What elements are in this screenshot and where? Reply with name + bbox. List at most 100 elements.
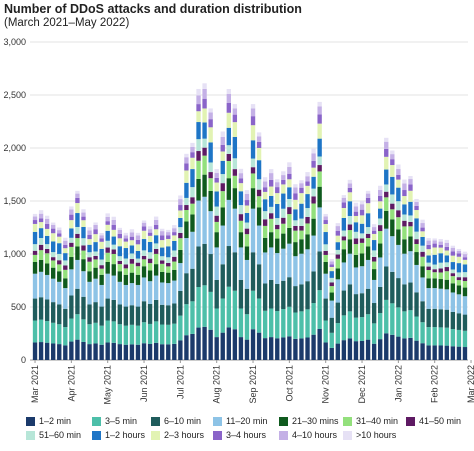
- bar-segment: [172, 269, 177, 281]
- bar-segment: [335, 223, 340, 227]
- bar-segment: [299, 183, 304, 188]
- bar-segment: [311, 271, 316, 304]
- bar-segment: [450, 329, 456, 347]
- bar-segment: [329, 259, 334, 262]
- bar-segment: [178, 227, 183, 233]
- bar-segment: [244, 190, 250, 194]
- bar-segment: [269, 308, 274, 338]
- bar-segment: [329, 300, 334, 318]
- bar-segment: [432, 327, 437, 346]
- bar-segment: [281, 171, 286, 176]
- bar-segment: [341, 236, 347, 241]
- bar-segment: [75, 339, 80, 360]
- bar-segment: [462, 330, 468, 348]
- bar-segment: [341, 290, 347, 316]
- bar-segment: [87, 344, 92, 360]
- bar-segment: [462, 287, 468, 297]
- bar-segment: [208, 162, 213, 173]
- chart-legend: 1–2 min 3–5 min 6–10 min 11–20 min 21–30 min…: [26, 416, 466, 440]
- bar-segment: [432, 264, 437, 270]
- bar-segment: [38, 259, 44, 272]
- bar-segment: [456, 272, 462, 278]
- bar-segment: [329, 261, 334, 265]
- bar-segment: [396, 164, 401, 170]
- bar-segment: [105, 224, 110, 231]
- bar-segment: [365, 246, 371, 260]
- bar-segment: [202, 98, 207, 109]
- bar-segment: [444, 279, 449, 290]
- bar-segment: [281, 179, 286, 185]
- bar-segment: [329, 332, 334, 348]
- bar-segment: [202, 138, 207, 148]
- bar-segment: [311, 148, 316, 154]
- bar-segment: [371, 303, 377, 324]
- x-tick-label: Mar 2022: [466, 365, 474, 403]
- bar-segment: [299, 311, 304, 339]
- bar-segment: [147, 241, 153, 253]
- bar-segment: [57, 243, 62, 254]
- bar-segment: [226, 153, 231, 161]
- bar-segment: [275, 193, 280, 204]
- bar-segment: [135, 274, 141, 285]
- bar-segment: [371, 230, 377, 234]
- bar-segment: [123, 268, 129, 275]
- bar-segment: [444, 289, 449, 310]
- bar-segment: [178, 249, 183, 264]
- bar-segment: [69, 246, 74, 258]
- bar-segment: [87, 230, 92, 236]
- bar-segment: [105, 230, 110, 241]
- bar-segment: [281, 217, 286, 224]
- bar-segment: [359, 215, 365, 224]
- bar-segment: [232, 104, 238, 109]
- bar-segment: [402, 284, 407, 312]
- bar-segment: [117, 256, 122, 261]
- bar-segment: [196, 95, 201, 105]
- bar-segment: [396, 307, 401, 337]
- bar-segment: [287, 214, 292, 228]
- bar-segment: [87, 271, 92, 282]
- bar-segment: [69, 214, 74, 221]
- bar-segment: [166, 283, 171, 306]
- bar-segment: [160, 304, 165, 325]
- bar-segment: [232, 252, 238, 291]
- bar-segment: [347, 187, 353, 193]
- bar-segment: [220, 131, 225, 137]
- bar-segment: [311, 176, 316, 189]
- bar-segment: [269, 195, 274, 207]
- bar-segment: [402, 226, 407, 240]
- bar-segment: [32, 342, 38, 360]
- bar-segment: [250, 252, 256, 291]
- bar-segment: [232, 188, 238, 209]
- bar-segment: [378, 313, 383, 340]
- legend-item: 1–2 hours: [92, 430, 151, 440]
- bar-segment: [129, 305, 135, 325]
- bar-segment: [214, 169, 219, 174]
- bar-segment: [390, 154, 395, 160]
- bar-segment: [172, 228, 177, 233]
- legend-label: 51–60 min: [39, 430, 82, 440]
- bar-segment: [323, 320, 328, 343]
- bar-segment: [166, 266, 171, 273]
- bar-segment: [432, 308, 437, 328]
- bar-segment: [341, 262, 347, 291]
- bar-segment: [269, 173, 274, 180]
- bar-segment: [305, 172, 310, 177]
- bar-segment: [117, 238, 122, 247]
- bar-segment: [359, 317, 365, 341]
- bar-segment: [208, 291, 213, 330]
- bar-segment: [123, 235, 129, 239]
- bar-segment: [256, 207, 262, 226]
- bar-segment: [444, 242, 449, 247]
- bar-segment: [287, 207, 292, 215]
- bar-segment: [329, 286, 334, 293]
- bar-segment: [44, 248, 50, 254]
- bar-segment: [51, 233, 56, 242]
- bar-segment: [208, 172, 213, 179]
- bar-segment: [281, 193, 286, 209]
- bar-segment: [32, 320, 38, 343]
- bar-segment: [238, 337, 244, 360]
- bar-segment: [220, 136, 225, 145]
- bar-segment: [262, 211, 268, 220]
- bar-segment: [63, 327, 68, 346]
- bar-segment: [353, 211, 359, 216]
